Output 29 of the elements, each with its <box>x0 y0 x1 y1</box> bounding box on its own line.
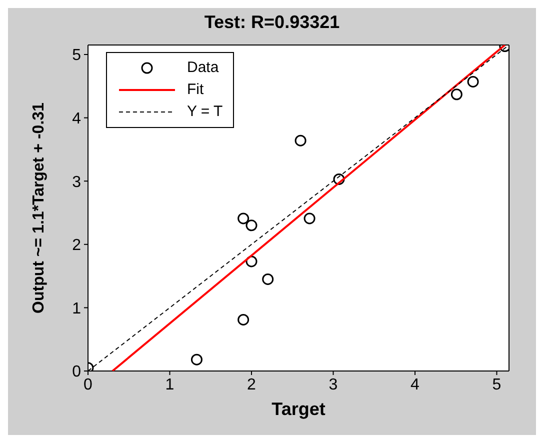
x-axis-title: Target <box>272 399 326 419</box>
chart-title: Test: R=0.93321 <box>203 12 341 33</box>
point <box>246 256 258 268</box>
point <box>333 173 345 185</box>
y-tick-label: 2 <box>72 237 82 254</box>
legend-label: Data <box>187 58 219 78</box>
y-axis-title: Output ~= 1.1*Target + -0.31 <box>30 102 48 314</box>
point <box>294 134 306 146</box>
x-tick-label: 0 <box>84 376 93 394</box>
legend-label: Fit <box>187 80 204 100</box>
x-tick-label: 5 <box>492 376 502 394</box>
x-tick-label: 3 <box>328 376 338 394</box>
y-tick-label: 3 <box>72 174 82 191</box>
point <box>467 76 479 88</box>
point <box>246 220 258 232</box>
point <box>262 273 274 285</box>
legend-label: Y = T <box>187 102 223 122</box>
point <box>238 212 250 224</box>
y-tick-label: 1 <box>72 300 82 318</box>
x-tick-label: 2 <box>247 376 256 394</box>
point <box>190 354 202 366</box>
x-tick-label: 1 <box>165 376 174 394</box>
point <box>304 212 316 224</box>
x-tick-label: 4 <box>410 376 420 394</box>
y-tick-label: 4 <box>72 110 82 128</box>
y-tick-label: 0 <box>72 364 82 381</box>
point <box>238 314 250 326</box>
y-tick-label: 5 <box>72 47 82 64</box>
point <box>450 88 462 100</box>
